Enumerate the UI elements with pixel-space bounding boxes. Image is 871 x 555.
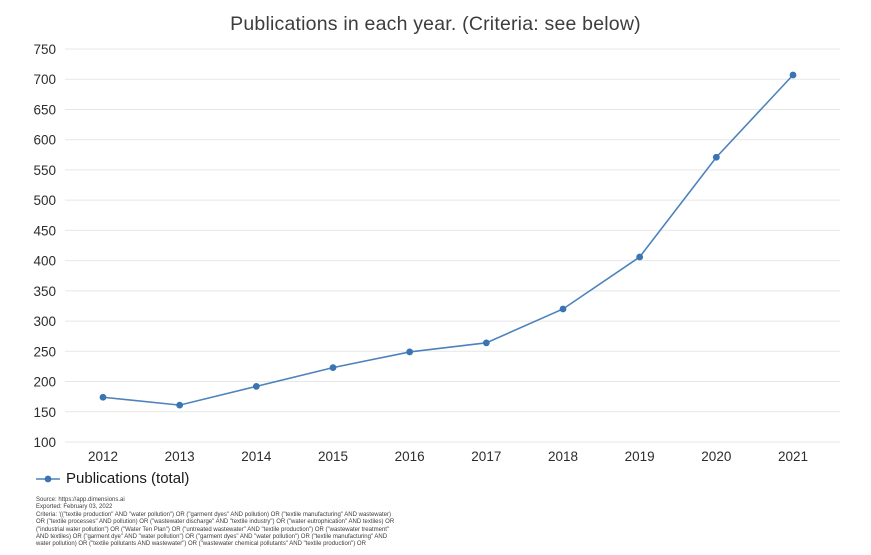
legend-line-marker-icon [36, 475, 60, 482]
y-axis-tick-label: 150 [33, 405, 56, 420]
data-point [712, 153, 720, 161]
x-axis-tick-label: 2019 [625, 449, 655, 464]
y-axis-tick-label: 750 [33, 42, 56, 57]
x-axis-tick-label: 2012 [88, 449, 118, 464]
source-note: Source: https://app.dimensions.ai [36, 497, 125, 503]
y-axis-tick-label: 200 [33, 375, 56, 390]
x-axis-tick-label: 2014 [241, 449, 272, 464]
data-point [406, 348, 414, 356]
y-axis-tick-label: 300 [33, 314, 56, 329]
data-point [636, 253, 644, 261]
y-axis-tick-label: 550 [33, 163, 56, 178]
criteria-line: AND textiles) OR ("garment dye" AND "wat… [36, 534, 388, 541]
x-axis-tick-label: 2013 [165, 449, 195, 464]
x-axis-tick-label: 2020 [701, 449, 731, 464]
series-line [102, 74, 794, 406]
data-point [176, 401, 184, 409]
data-point [482, 339, 490, 347]
legend-label: Publications (total) [66, 470, 190, 487]
chart-title: Publications in each year. (Criteria: se… [230, 13, 641, 35]
data-point [99, 393, 107, 401]
x-axis-tick-label: 2021 [778, 449, 808, 464]
legend-dot [44, 475, 52, 482]
data-point [252, 382, 260, 390]
y-axis-tick-label: 600 [33, 133, 56, 148]
criteria-line: ("industrial water pollution") OR ("Wate… [36, 526, 390, 533]
y-axis-tick-label: 700 [33, 72, 56, 87]
publications-line-chart: 750 700 650 600 550 500 450 400 350 300 250 200 150 1… [33, 42, 840, 464]
data-point [789, 71, 797, 79]
y-axis-tick-label: 650 [33, 102, 56, 117]
x-axis-tick-label: 2018 [548, 449, 578, 464]
y-axis-tick-label: 100 [33, 435, 56, 450]
exported-note: Exported: February 03, 2022 [36, 504, 113, 511]
x-axis-tick-label: 2017 [471, 449, 501, 464]
criteria-line: Criteria: '(("textile production" AND "w… [36, 511, 391, 518]
y-axis-tick-label: 400 [33, 254, 56, 269]
footer-notes: Source: https://app.dimensions.ai Export… [36, 497, 596, 549]
criteria-line: OR ("textile processes" AND pollution) O… [36, 519, 395, 526]
data-point [559, 305, 567, 313]
legend: Publications (total) [36, 470, 189, 487]
y-axis-tick-label: 500 [33, 193, 56, 208]
y-axis-tick-label: 350 [33, 284, 56, 299]
data-point [329, 364, 337, 372]
x-axis-tick-label: 2016 [395, 449, 425, 464]
y-axis-tick-label: 250 [33, 344, 56, 359]
y-axis-tick-label: 450 [33, 223, 56, 238]
x-axis-tick-label: 2015 [318, 449, 348, 464]
criteria-line: water pollution) OR ("textile pollutants… [36, 541, 366, 548]
